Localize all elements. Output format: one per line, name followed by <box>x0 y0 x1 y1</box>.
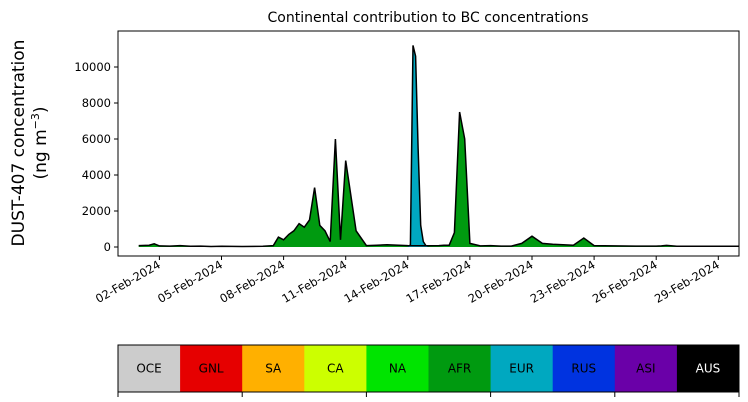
axes: 0 2000 4000 6000 8000 10000 02-Feb-202405-Feb-… <box>74 30 740 306</box>
legend-label-ca: CA <box>327 362 344 376</box>
y-tick-label: 8000 <box>82 96 111 110</box>
y-axis-label-line1: DUST-407 concentration <box>9 40 29 247</box>
plot-frame <box>117 30 740 257</box>
x-tick-label: 05-Feb-2024 <box>155 257 225 305</box>
series-line-afr <box>138 111 739 248</box>
x-tick-label: 29-Feb-2024 <box>652 257 722 305</box>
y-tick-label: 10000 <box>74 60 111 74</box>
x-tick-label: 23-Feb-2024 <box>528 257 598 305</box>
legend-swatch-afr <box>428 345 492 392</box>
chart-title: Continental contribution to BC concentra… <box>267 10 588 26</box>
x-tick-label: 11-Feb-2024 <box>279 257 349 305</box>
legend-frame <box>117 344 740 393</box>
y-tick-label: 4000 <box>82 168 111 182</box>
legend-label-rus: RUS <box>571 362 596 376</box>
legend-label-afr: AFR <box>448 362 471 376</box>
y-tick-label: 0 <box>104 240 111 254</box>
legend-swatch-eur <box>490 345 554 392</box>
legend-label-asi: ASI <box>636 362 655 376</box>
x-tick-label: 26-Feb-2024 <box>590 257 660 305</box>
y-axis-label-line2: (ng m−3) <box>29 106 51 179</box>
x-tick-label: 08-Feb-2024 <box>217 257 287 305</box>
series-line-eur <box>407 45 429 247</box>
legend-label-eur: EUR <box>509 362 534 376</box>
legend-swatch-aus <box>676 345 740 392</box>
legend-swatch-ca <box>304 345 367 392</box>
legend-swatch-rus <box>552 345 616 392</box>
legend-colorbar: OCE GNL SA CA NA AFR EUR RUS ASI AUS <box>117 344 740 397</box>
y-tick-label: 6000 <box>82 132 111 146</box>
legend-label-na: NA <box>389 362 407 376</box>
legend-swatch-na <box>366 345 429 392</box>
x-tick-label: 17-Feb-2024 <box>404 257 474 305</box>
series-area-afr <box>138 112 739 247</box>
legend-swatch-asi <box>614 345 678 392</box>
y-tick-label: 2000 <box>82 204 111 218</box>
legend-swatch-sa <box>242 345 305 392</box>
x-tick-label: 14-Feb-2024 <box>341 257 411 305</box>
legend-label-oce: OCE <box>136 362 161 376</box>
x-tick-label: 02-Feb-2024 <box>93 257 163 305</box>
legend-label-sa: SA <box>265 362 282 376</box>
legend-swatch-oce <box>118 345 181 392</box>
plot-area <box>138 45 739 248</box>
legend-swatch-gnl <box>180 345 243 392</box>
legend-label-gnl: GNL <box>199 362 224 376</box>
legend-label-aus: AUS <box>696 362 721 376</box>
y-axis-label: DUST-407 concentration (ng m−3) <box>9 40 51 247</box>
x-tick-label: 20-Feb-2024 <box>466 257 536 305</box>
